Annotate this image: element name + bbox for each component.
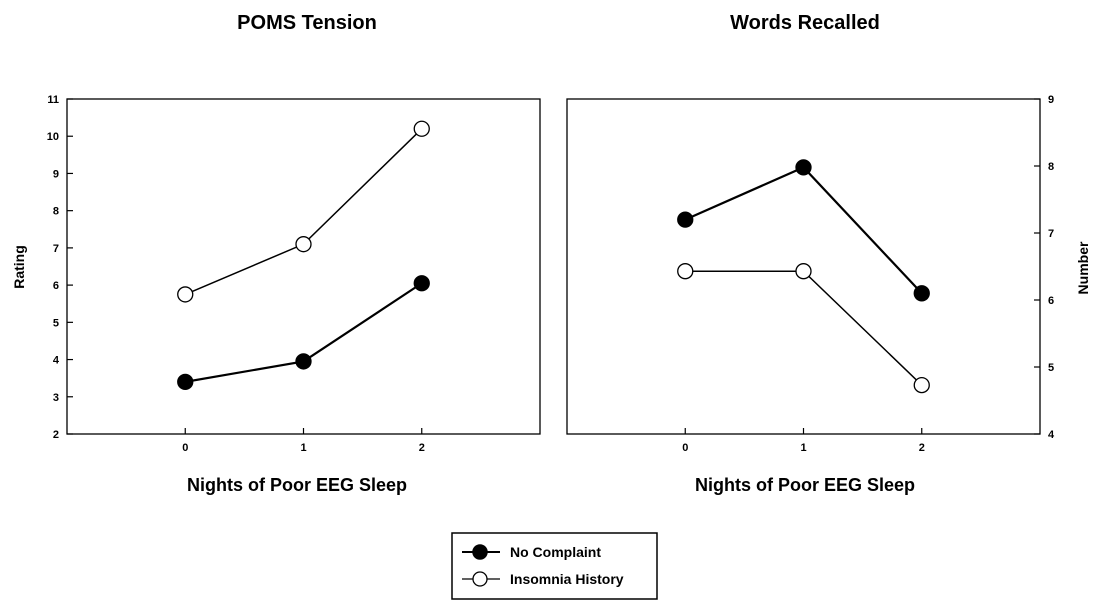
y-tick-label: 4 [1048,429,1055,441]
point-no-complaint [295,353,312,370]
legend-label-insomnia-history: Insomnia History [510,571,624,587]
legend-box [451,532,658,600]
y-tick-label: 8 [1048,161,1054,173]
y-tick-label: 8 [53,206,59,218]
legend-marker-no-complaint [472,544,488,560]
plot-frame-poms-tension [66,98,541,435]
series-line-insomnia-history [685,270,923,386]
y-tick-label: 3 [53,392,59,404]
y-tick-label: 5 [1048,362,1054,374]
y-tick-label: 9 [53,168,59,180]
point-insomnia-history [795,263,812,280]
y-tick-label: 11 [47,94,59,106]
point-insomnia-history [913,376,930,394]
x-axis-label-words-recalled: Nights of Poor EEG Sleep [695,475,915,495]
y-tick-label: 7 [53,243,59,255]
x-tick-label: 0 [682,442,688,454]
x-tick-label: 2 [419,442,425,454]
point-insomnia-history [295,236,312,253]
x-tick-label: 1 [300,442,306,454]
point-no-complaint [913,285,930,302]
panel-poms-tension: POMS Tension Nights of Poor EEG Sleep Ra… [11,12,541,495]
y-tick-label: 9 [1048,94,1054,106]
y-axis-label-number: Number [1075,241,1091,294]
point-no-complaint [177,373,194,391]
series-words-recalled [677,159,930,394]
legend-label-no-complaint: No Complaint [510,544,601,560]
point-insomnia-history [413,120,430,137]
x-ticks-words-recalled: 0 1 2 [682,428,925,454]
point-insomnia-history [677,263,694,280]
point-no-complaint [795,159,812,176]
x-tick-label: 2 [919,442,925,454]
y-tick-label: 10 [47,131,59,143]
y-axis-label-rating: Rating [11,245,27,289]
legend-marker-insomnia-history [472,571,488,587]
x-axis-label-poms-tension: Nights of Poor EEG Sleep [187,475,407,495]
y-tick-label: 6 [53,280,59,292]
chart-title-words-recalled: Words Recalled [730,12,880,34]
y-tick-label: 6 [1048,295,1054,307]
point-no-complaint [413,275,430,292]
x-ticks-poms-tension: 0 1 2 [182,428,425,454]
x-tick-label: 0 [182,442,188,454]
series-poms-tension [177,120,430,391]
y-tick-label: 5 [53,317,59,329]
point-no-complaint [677,211,694,228]
chart-title-poms-tension: POMS Tension [237,12,377,34]
series-line-insomnia-history [184,128,423,296]
y-ticks-poms-tension: 2 3 4 5 6 7 8 9 10 11 [47,94,73,441]
y-tick-label: 4 [53,355,60,367]
x-tick-label: 1 [800,442,806,454]
y-tick-label: 2 [53,429,59,441]
legend: No Complaint Insomnia History [451,532,658,600]
point-insomnia-history [177,286,194,303]
y-tick-label: 7 [1048,228,1054,240]
panel-words-recalled: Words Recalled Nights of Poor EEG Sleep … [566,12,1091,495]
y-ticks-words-recalled: 4 5 6 7 8 9 [1034,94,1055,441]
